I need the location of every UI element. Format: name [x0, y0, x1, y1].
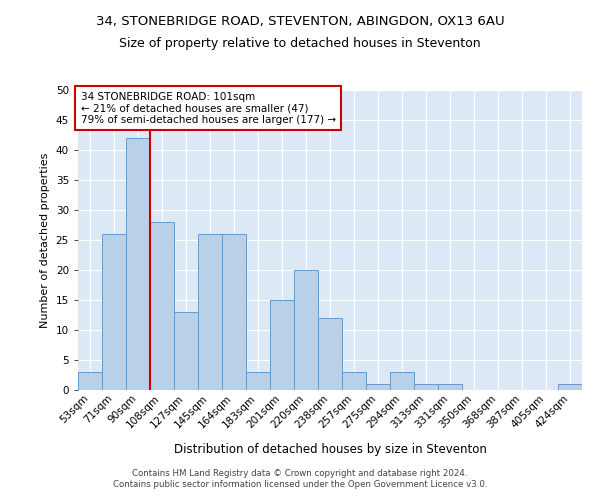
Bar: [318, 318, 342, 390]
Bar: [198, 234, 222, 390]
Text: 34 STONEBRIDGE ROAD: 101sqm
← 21% of detached houses are smaller (47)
79% of sem: 34 STONEBRIDGE ROAD: 101sqm ← 21% of det…: [80, 92, 335, 124]
Y-axis label: Number of detached properties: Number of detached properties: [40, 152, 50, 328]
Bar: [366, 384, 390, 390]
Bar: [558, 384, 582, 390]
Text: Contains public sector information licensed under the Open Government Licence v3: Contains public sector information licen…: [113, 480, 487, 489]
Bar: [342, 372, 366, 390]
Bar: [102, 234, 126, 390]
Bar: [390, 372, 414, 390]
Bar: [438, 384, 462, 390]
Text: Contains HM Land Registry data © Crown copyright and database right 2024.: Contains HM Land Registry data © Crown c…: [132, 468, 468, 477]
Bar: [246, 372, 270, 390]
Text: Size of property relative to detached houses in Steventon: Size of property relative to detached ho…: [119, 38, 481, 51]
Bar: [126, 138, 150, 390]
Text: Distribution of detached houses by size in Steventon: Distribution of detached houses by size …: [173, 442, 487, 456]
Bar: [222, 234, 246, 390]
Bar: [150, 222, 174, 390]
Bar: [78, 372, 102, 390]
Bar: [294, 270, 318, 390]
Bar: [414, 384, 438, 390]
Bar: [270, 300, 294, 390]
Text: 34, STONEBRIDGE ROAD, STEVENTON, ABINGDON, OX13 6AU: 34, STONEBRIDGE ROAD, STEVENTON, ABINGDO…: [95, 15, 505, 28]
Bar: [174, 312, 198, 390]
